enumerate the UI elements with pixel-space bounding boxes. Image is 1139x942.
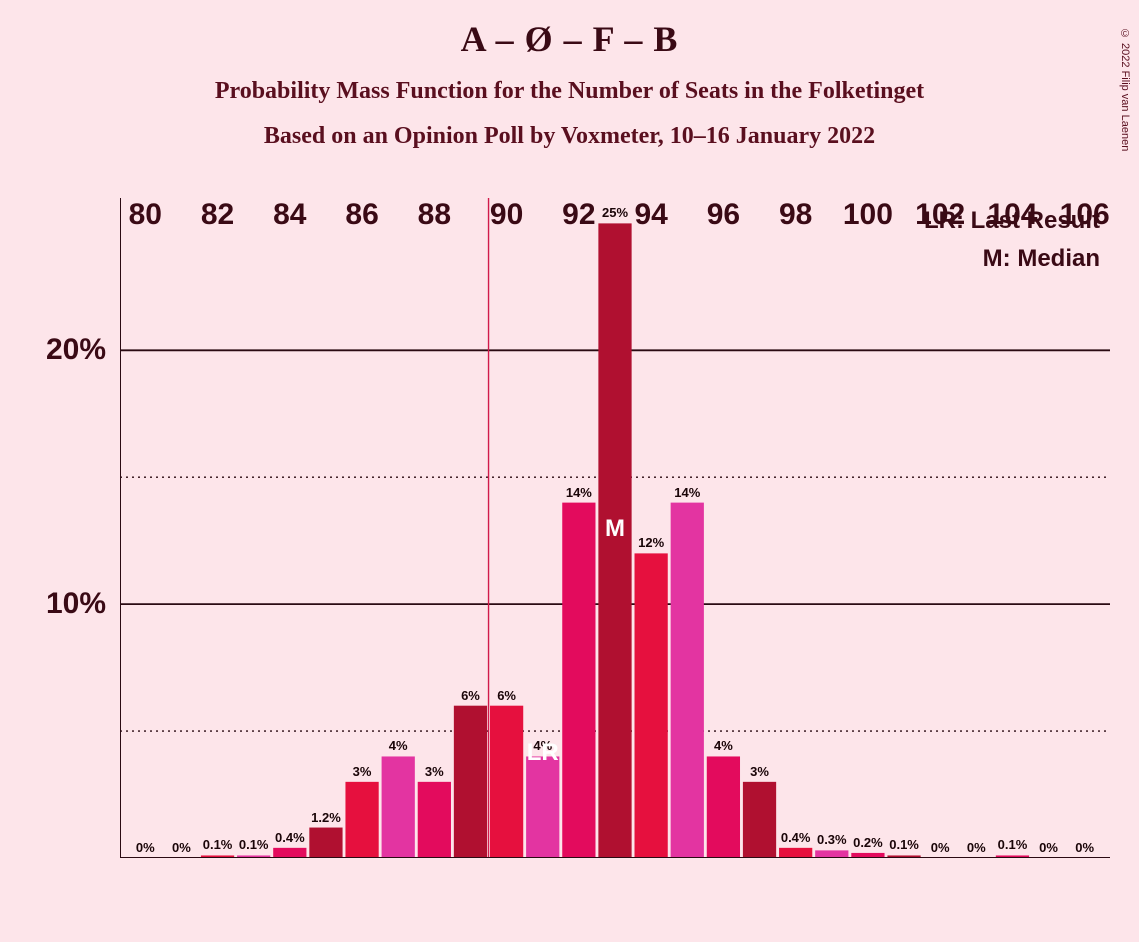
- bar: [345, 782, 378, 858]
- bar-value-label: 14%: [674, 485, 700, 500]
- bar-value-label: 0.4%: [275, 830, 305, 845]
- bar: [635, 553, 668, 858]
- x-tick-label: 80: [129, 198, 162, 232]
- bar-value-label: 0%: [136, 840, 155, 855]
- bar-value-label: 4%: [714, 738, 733, 753]
- x-tick-label: 98: [779, 198, 812, 232]
- bar-value-label: 0%: [172, 840, 191, 855]
- bar-value-label: 6%: [497, 688, 516, 703]
- bar-value-label: 4%: [389, 738, 408, 753]
- chart-area: 10%20%808284868890929496981001021041060%…: [120, 198, 1110, 858]
- bar-value-label: 12%: [638, 535, 664, 550]
- y-tick-label: 20%: [46, 333, 106, 367]
- bar-value-label: 0.3%: [817, 832, 847, 847]
- x-tick-label: 94: [634, 198, 667, 232]
- x-tick-label: 82: [201, 198, 234, 232]
- x-tick-label: 100: [843, 198, 893, 232]
- bar-value-label: 0.2%: [853, 835, 883, 850]
- bar-value-label: 3%: [353, 764, 372, 779]
- bar-value-label: 0.1%: [203, 837, 233, 852]
- bar-value-label: 0.4%: [781, 830, 811, 845]
- chart-subtitle-1: Probability Mass Function for the Number…: [0, 78, 1139, 105]
- bar: [490, 706, 523, 858]
- bar-value-label: 0.1%: [239, 837, 269, 852]
- bar: [707, 756, 740, 858]
- bar-value-label: 25%: [602, 205, 628, 220]
- bar: [779, 848, 812, 858]
- bar: [671, 503, 704, 858]
- legend: LR: Last Result M: Median: [924, 202, 1100, 279]
- bar-value-label: 14%: [566, 485, 592, 500]
- x-tick-label: 86: [345, 198, 378, 232]
- legend-m: M: Median: [924, 240, 1100, 278]
- x-tick-label: 96: [707, 198, 740, 232]
- bar: [273, 848, 306, 858]
- bar: [743, 782, 776, 858]
- bar: [454, 706, 487, 858]
- y-tick-label: 10%: [46, 587, 106, 621]
- copyright-text: © 2022 Filip van Laenen: [1119, 28, 1131, 151]
- bar-value-label: 1.2%: [311, 810, 341, 825]
- bar-value-label: 0%: [1039, 840, 1058, 855]
- bar-value-label: 0%: [931, 840, 950, 855]
- bar-value-label: 0%: [1075, 840, 1094, 855]
- bar-value-label: 0.1%: [998, 837, 1028, 852]
- annotation-lr: LR: [527, 739, 559, 767]
- x-tick-label: 88: [418, 198, 451, 232]
- bar: [526, 756, 559, 858]
- x-tick-label: 90: [490, 198, 523, 232]
- chart-subtitle-2: Based on an Opinion Poll by Voxmeter, 10…: [0, 123, 1139, 150]
- bar: [562, 503, 595, 858]
- bar: [382, 756, 415, 858]
- bar-value-label: 6%: [461, 688, 480, 703]
- bar: [815, 850, 848, 858]
- bar-value-label: 0%: [967, 840, 986, 855]
- legend-lr: LR: Last Result: [924, 202, 1100, 240]
- chart-title: A – Ø – F – B: [0, 18, 1139, 60]
- annotation-m: M: [605, 515, 625, 543]
- bar: [418, 782, 451, 858]
- x-tick-label: 92: [562, 198, 595, 232]
- bar-value-label: 3%: [425, 764, 444, 779]
- x-tick-label: 84: [273, 198, 306, 232]
- bar-value-label: 0.1%: [889, 837, 919, 852]
- bar-value-label: 3%: [750, 764, 769, 779]
- bar: [309, 828, 342, 858]
